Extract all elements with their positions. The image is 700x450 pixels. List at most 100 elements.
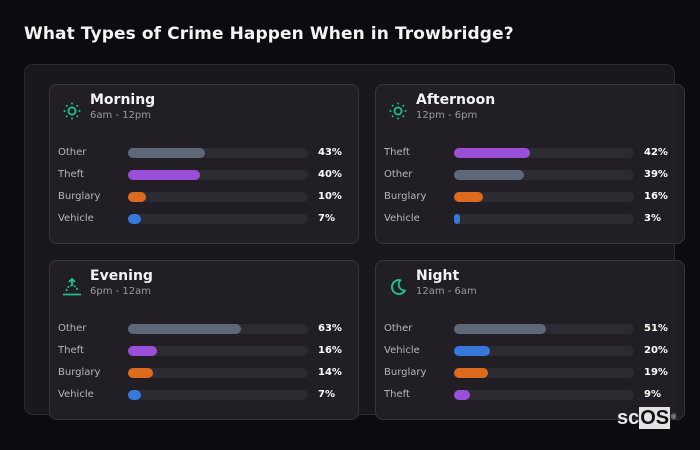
sun-icon (62, 101, 82, 121)
logo-registered: ® (671, 414, 677, 421)
bar-value: 3% (644, 213, 661, 224)
bar-row: Vehicle 20% (384, 343, 679, 365)
bar-track (128, 148, 308, 158)
card-title: Morning (90, 92, 156, 108)
bar-label: Theft (58, 345, 84, 356)
bar-label: Other (58, 323, 87, 334)
bar-track (454, 192, 634, 202)
bar-track (454, 390, 634, 400)
card-time-range: 12am - 6am (416, 286, 477, 297)
bar-label: Theft (384, 389, 410, 400)
bar-fill-theft (454, 390, 471, 400)
bar-row: Burglary 19% (384, 365, 679, 387)
bar-row: Other 63% (58, 321, 353, 343)
bar-row: Vehicle 3% (384, 211, 679, 233)
bar-track (454, 368, 634, 378)
bar-fill-burglary (128, 368, 154, 378)
page-title: What Types of Crime Happen When in Trowb… (24, 24, 514, 44)
bar-value: 16% (318, 345, 342, 356)
bar-value: 40% (318, 169, 342, 180)
bar-list: Other 63% Theft 16% Burglary 14% Vehicle… (58, 321, 353, 409)
bar-label: Vehicle (384, 345, 420, 356)
bar-fill-theft (454, 148, 530, 158)
bar-label: Other (58, 147, 87, 158)
bar-label: Burglary (384, 191, 427, 202)
bar-fill-vehicle (128, 214, 141, 224)
bar-track (128, 368, 308, 378)
bar-row: Vehicle 7% (58, 211, 353, 233)
bar-value: 7% (318, 389, 335, 400)
bar-track (128, 170, 308, 180)
bar-track (454, 324, 634, 334)
bar-value: 20% (644, 345, 668, 356)
bar-label: Vehicle (58, 213, 94, 224)
logo-sc: sc (617, 407, 640, 429)
bar-fill-vehicle (454, 346, 490, 356)
sunset-icon (62, 277, 82, 297)
bar-fill-other (454, 170, 525, 180)
bar-row: Burglary 10% (58, 189, 353, 211)
bar-fill-burglary (454, 368, 489, 378)
card-time-range: 6pm - 12am (90, 286, 152, 297)
bar-label: Other (384, 169, 413, 180)
bar-row: Theft 16% (58, 343, 353, 365)
bar-list: Theft 42% Other 39% Burglary 16% Vehicle… (384, 145, 679, 233)
bar-track (128, 324, 308, 334)
bar-track (454, 148, 634, 158)
bar-value: 39% (644, 169, 668, 180)
card-night: Night 12am - 6am Other 51% Vehicle 20% B… (375, 260, 685, 420)
bar-track (128, 192, 308, 202)
card-time-range: 12pm - 6pm (416, 110, 478, 121)
bar-row: Burglary 14% (58, 365, 353, 387)
bar-row: Theft 40% (58, 167, 353, 189)
bar-row: Vehicle 7% (58, 387, 353, 409)
bar-track (454, 170, 634, 180)
bar-fill-other (128, 324, 242, 334)
bar-fill-theft (128, 170, 200, 180)
bar-value: 19% (644, 367, 668, 378)
bar-fill-other (128, 148, 206, 158)
bar-value: 16% (644, 191, 668, 202)
bar-label: Theft (58, 169, 84, 180)
bar-track (128, 214, 308, 224)
sun-icon (388, 101, 408, 121)
card-title: Afternoon (416, 92, 496, 108)
bar-fill-vehicle (454, 214, 460, 224)
card-evening: Evening 6pm - 12am Other 63% Theft 16% B… (49, 260, 359, 420)
bar-row: Other 51% (384, 321, 679, 343)
card-afternoon: Afternoon 12pm - 6pm Theft 42% Other 39%… (375, 84, 685, 244)
bar-label: Vehicle (58, 389, 94, 400)
scos-logo: scOS ® (617, 407, 677, 429)
bar-track (454, 214, 634, 224)
bar-track (128, 390, 308, 400)
bar-fill-theft (128, 346, 157, 356)
bar-row: Other 39% (384, 167, 679, 189)
bar-label: Burglary (384, 367, 427, 378)
bar-label: Other (384, 323, 413, 334)
bar-value: 63% (318, 323, 342, 334)
bar-track (454, 346, 634, 356)
bar-value: 10% (318, 191, 342, 202)
bar-track (128, 346, 308, 356)
card-title: Evening (90, 268, 153, 284)
bar-label: Burglary (58, 367, 101, 378)
bar-value: 9% (644, 389, 661, 400)
bar-value: 7% (318, 213, 335, 224)
bar-value: 43% (318, 147, 342, 158)
bar-label: Theft (384, 147, 410, 158)
bar-row: Burglary 16% (384, 189, 679, 211)
card-title: Night (416, 268, 460, 284)
logo-os: OS (639, 407, 671, 429)
card-time-range: 6am - 12pm (90, 110, 152, 121)
bar-value: 42% (644, 147, 668, 158)
bar-fill-burglary (454, 192, 483, 202)
bar-fill-vehicle (128, 390, 141, 400)
bar-row: Theft 42% (384, 145, 679, 167)
moon-icon (388, 277, 408, 297)
bar-label: Burglary (58, 191, 101, 202)
bar-row: Other 43% (58, 145, 353, 167)
bar-label: Vehicle (384, 213, 420, 224)
bar-row: Theft 9% (384, 387, 679, 409)
bar-fill-burglary (128, 192, 146, 202)
bar-fill-other (454, 324, 546, 334)
